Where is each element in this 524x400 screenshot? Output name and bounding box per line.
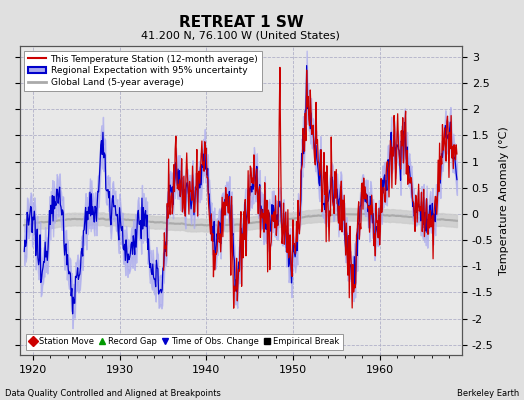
Y-axis label: Temperature Anomaly (°C): Temperature Anomaly (°C) [499,126,509,275]
Text: 41.200 N, 76.100 W (United States): 41.200 N, 76.100 W (United States) [141,30,341,40]
Legend: Station Move, Record Gap, Time of Obs. Change, Empirical Break: Station Move, Record Gap, Time of Obs. C… [26,334,343,350]
Title: RETREAT 1 SW: RETREAT 1 SW [179,15,303,30]
Text: Data Quality Controlled and Aligned at Breakpoints: Data Quality Controlled and Aligned at B… [5,389,221,398]
Text: Berkeley Earth: Berkeley Earth [456,389,519,398]
